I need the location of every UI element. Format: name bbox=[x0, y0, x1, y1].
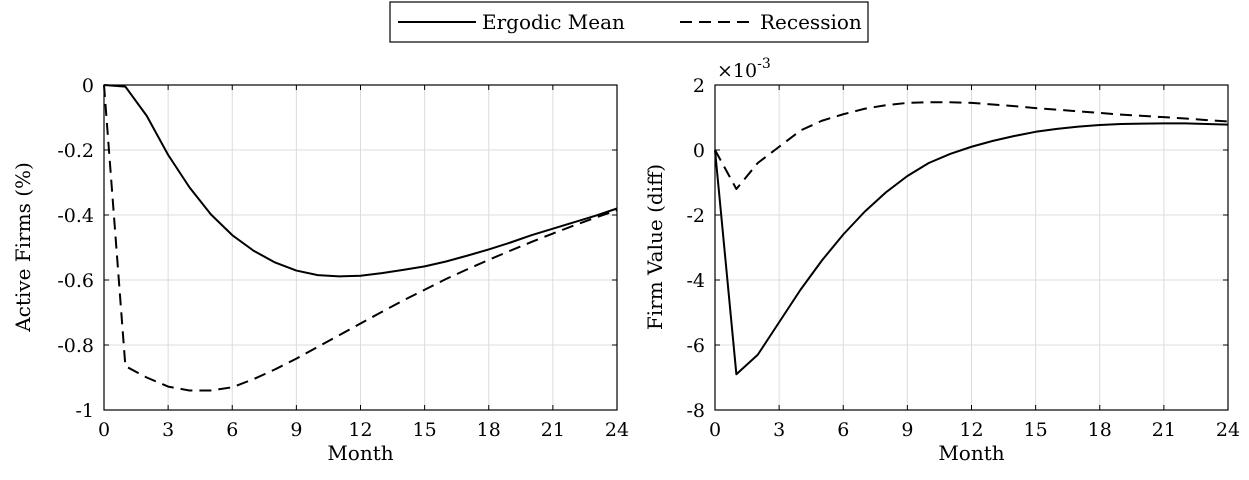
x-tick-label: 15 bbox=[1024, 419, 1048, 441]
y-tick-label: 0 bbox=[82, 75, 94, 97]
y-axis-label: Active Firms (%) bbox=[11, 162, 35, 333]
y-axis-exponent-label: ×10-3 bbox=[717, 56, 771, 82]
y-tick-label: -0.2 bbox=[57, 140, 94, 162]
legend-label-ergodic-mean: Ergodic Mean bbox=[482, 10, 625, 34]
y-tick-label: -0.6 bbox=[57, 270, 94, 292]
y-tick-label: -0.4 bbox=[57, 205, 94, 227]
panel-firm-value: 0 3 6 9 12 15 18 21 24 2 0 -2 -4 -6 -8 Month Firm Value … bbox=[643, 56, 1240, 465]
y-tick-label: -4 bbox=[686, 270, 705, 292]
legend-label-recession: Recession bbox=[760, 10, 862, 34]
x-tick-label: 12 bbox=[959, 419, 983, 441]
x-tick-label: 3 bbox=[162, 419, 174, 441]
series-line-ergodic-mean bbox=[714, 122, 1229, 376]
y-tick-label: -6 bbox=[686, 335, 705, 357]
x-tick-label: 18 bbox=[477, 419, 501, 441]
x-tick-label: 15 bbox=[413, 419, 437, 441]
x-tick-label: 18 bbox=[1088, 419, 1112, 441]
x-tick-label: 0 bbox=[98, 419, 110, 441]
legend: Ergodic Mean Recession bbox=[389, 1, 869, 43]
series-line-ergodic-mean bbox=[103, 84, 618, 278]
y-tick-label: -2 bbox=[686, 205, 705, 227]
x-axis-label: Month bbox=[327, 441, 393, 465]
x-tick-label: 21 bbox=[541, 419, 565, 441]
y-tick-label: 2 bbox=[693, 75, 705, 97]
y-axis-exponent-power: -3 bbox=[757, 56, 771, 72]
y-tick-label: 0 bbox=[693, 140, 705, 162]
y-tick-label: -8 bbox=[686, 400, 705, 422]
panel-active-firms: 0 3 6 9 12 15 18 21 24 0 -0.2 -0.4 -0.6 -0.8 -1 Month Ac… bbox=[11, 75, 629, 465]
y-tick-label: -1 bbox=[75, 400, 94, 422]
x-tick-label: 3 bbox=[773, 419, 785, 441]
x-tick-label: 0 bbox=[709, 419, 721, 441]
x-tick-label: 21 bbox=[1152, 419, 1176, 441]
series-line-recession bbox=[714, 101, 1229, 190]
x-tick-label: 24 bbox=[1216, 419, 1240, 441]
x-tick-label: 6 bbox=[226, 419, 238, 441]
y-axis-exponent-base: ×10 bbox=[717, 60, 757, 82]
x-tick-label: 24 bbox=[605, 419, 629, 441]
y-axis-label: Firm Value (diff) bbox=[643, 164, 667, 330]
x-tick-label: 9 bbox=[901, 419, 913, 441]
x-axis-label: Month bbox=[938, 441, 1004, 465]
x-tick-label: 9 bbox=[290, 419, 302, 441]
x-tick-label: 12 bbox=[348, 419, 372, 441]
x-tick-label: 6 bbox=[837, 419, 849, 441]
y-tick-label: -0.8 bbox=[57, 335, 94, 357]
series-line-recession bbox=[103, 84, 618, 392]
